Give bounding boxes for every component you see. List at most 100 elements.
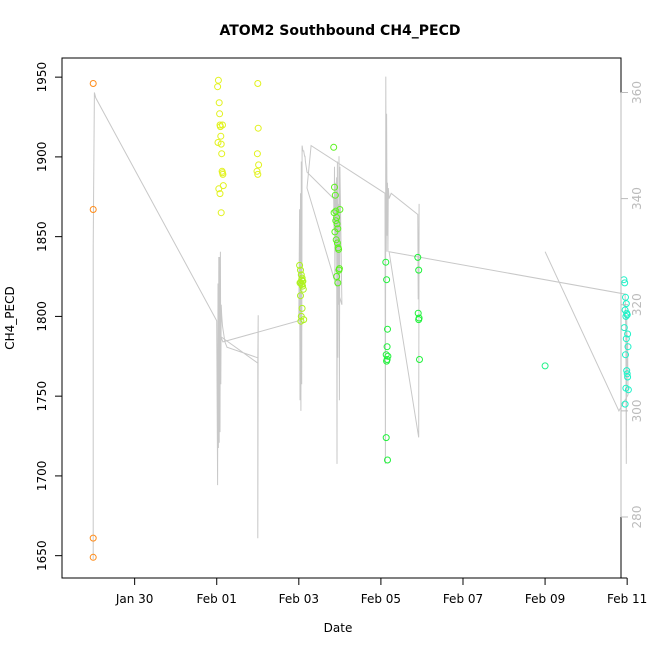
data-point xyxy=(219,170,227,178)
points xyxy=(89,76,632,561)
data-point xyxy=(217,132,225,140)
data-point xyxy=(254,124,262,132)
y2-tick-label: 320 xyxy=(630,293,644,316)
data-point xyxy=(333,239,341,247)
data-point xyxy=(254,80,262,87)
y2-tick-label: 300 xyxy=(630,399,644,422)
y2-tick-label: 340 xyxy=(630,187,644,210)
data-point xyxy=(335,266,343,274)
data-point xyxy=(624,386,632,394)
data-point xyxy=(297,292,304,300)
data-point xyxy=(331,191,339,199)
x-tick-label: Feb 01 xyxy=(197,592,237,606)
x-axis-label: Date xyxy=(324,621,353,635)
data-point xyxy=(331,183,338,191)
y-tick-label: 1800 xyxy=(35,301,49,332)
x-tick-label: Jan 30 xyxy=(115,592,154,606)
data-point xyxy=(415,266,423,274)
data-point xyxy=(383,357,391,365)
y-tick-label: 1850 xyxy=(35,221,49,252)
y-tick-label: 1750 xyxy=(35,381,49,412)
data-point xyxy=(416,356,423,363)
data-point xyxy=(253,150,261,158)
data-point xyxy=(297,317,305,325)
data-point xyxy=(296,261,304,269)
x-tick-label: Feb 11 xyxy=(607,592,647,606)
data-point xyxy=(384,456,391,464)
data-point xyxy=(383,276,391,284)
data-point xyxy=(541,362,549,370)
data-point xyxy=(621,279,629,287)
data-point xyxy=(254,170,262,178)
secondary-series-line xyxy=(92,76,629,560)
data-point xyxy=(622,335,630,343)
y2-axis: 280 300 320 340 360 xyxy=(620,81,644,529)
y-axis: 1650 1700 1750 1800 1850 1900 1950 xyxy=(35,62,63,571)
data-point xyxy=(382,258,390,266)
data-point xyxy=(332,236,340,244)
data-point xyxy=(297,266,304,274)
data-point xyxy=(89,206,97,213)
x-tick-label: Feb 03 xyxy=(279,592,319,606)
y-tick-label: 1650 xyxy=(35,540,49,571)
data-point xyxy=(333,220,341,228)
data-point xyxy=(382,434,390,442)
secondary-line xyxy=(92,76,629,560)
data-point xyxy=(89,80,97,87)
data-point xyxy=(621,400,629,408)
data-point xyxy=(299,285,307,293)
data-point xyxy=(89,534,97,542)
data-point xyxy=(214,76,222,84)
data-point xyxy=(623,367,631,375)
data-point xyxy=(622,300,630,308)
y2-tick-label: 280 xyxy=(630,506,644,529)
data-point xyxy=(622,351,629,359)
data-point xyxy=(218,150,226,158)
x-tick-label: Feb 09 xyxy=(525,592,565,606)
data-point xyxy=(332,217,340,225)
data-point xyxy=(214,139,222,146)
data-point xyxy=(298,304,306,312)
data-point xyxy=(624,330,632,338)
data-point xyxy=(335,245,343,253)
data-point xyxy=(330,143,338,151)
y-tick-label: 1950 xyxy=(35,62,49,93)
data-point xyxy=(215,99,223,107)
data-point xyxy=(297,271,305,279)
data-point xyxy=(219,121,226,129)
data-point xyxy=(384,352,392,360)
x-tick-label: Feb 07 xyxy=(443,592,483,606)
data-point xyxy=(334,279,342,287)
chart-title: ATOM2 Southbound CH4_PECD xyxy=(220,23,461,39)
x-tick-label: Feb 05 xyxy=(361,592,401,606)
data-point xyxy=(215,185,223,193)
data-point xyxy=(330,209,338,217)
data-point xyxy=(333,273,341,280)
data-point xyxy=(216,190,224,198)
data-point xyxy=(219,182,227,190)
data-point xyxy=(384,325,391,333)
data-point xyxy=(255,161,263,169)
plot-frame xyxy=(61,57,622,579)
data-point xyxy=(253,167,261,175)
y-axis-label: CH4_PECD xyxy=(3,286,17,349)
y-tick-label: 1900 xyxy=(35,142,49,173)
data-point xyxy=(214,83,222,91)
data-point xyxy=(622,312,630,320)
y2-tick-label: 360 xyxy=(630,81,644,104)
data-point xyxy=(414,253,422,261)
y-tick-label: 1700 xyxy=(35,461,49,492)
data-point xyxy=(624,373,632,381)
data-point xyxy=(336,206,344,213)
x-axis: Jan 30 Feb 01 Feb 03 Feb 05 Feb 07 Feb 09 Feb … xyxy=(115,577,647,606)
data-point xyxy=(331,228,339,236)
data-point xyxy=(623,311,631,319)
data-point xyxy=(383,343,391,351)
data-point xyxy=(216,123,224,131)
data-point xyxy=(623,370,631,378)
data-point xyxy=(216,110,224,118)
data-point xyxy=(415,316,423,324)
data-point xyxy=(624,343,632,351)
data-point xyxy=(89,553,97,561)
